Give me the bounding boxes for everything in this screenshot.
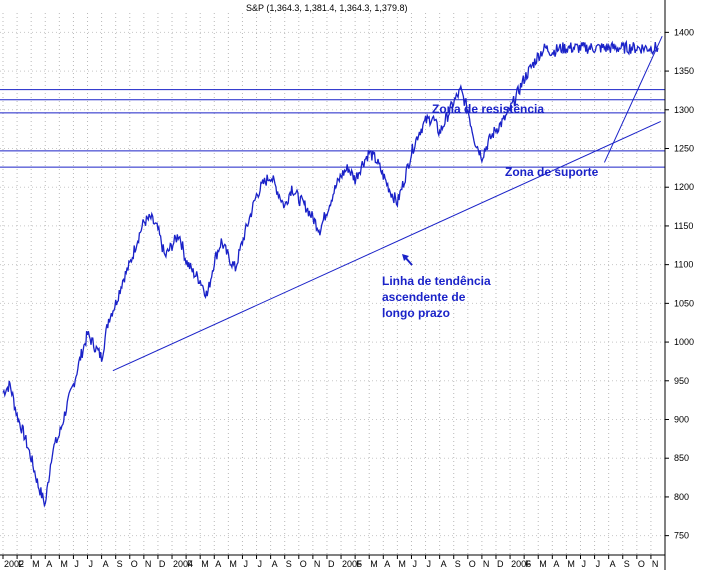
annotation-resistance-zone: Zona de resistência xyxy=(432,102,544,116)
x-tick-label: A xyxy=(384,559,390,569)
x-tick-label: J xyxy=(89,559,94,569)
annotation-trendline-1: Linha de tendência xyxy=(382,274,491,288)
x-tick-label: J xyxy=(258,559,263,569)
y-tick-label: 1250 xyxy=(674,144,694,154)
y-tick-label: 1300 xyxy=(674,105,694,115)
x-tick-label: A xyxy=(553,559,559,569)
price-line xyxy=(2,39,659,508)
x-tick-label: F xyxy=(525,559,531,569)
x-tick-label: M xyxy=(370,559,378,569)
grid-lines xyxy=(0,13,665,555)
x-tick-label: O xyxy=(638,559,645,569)
annotation-trendline-3: longo prazo xyxy=(382,306,450,320)
x-tick-label: A xyxy=(103,559,109,569)
y-tick-label: 800 xyxy=(674,492,689,502)
y-tick-label: 950 xyxy=(674,376,689,386)
x-tick-label: D xyxy=(159,559,166,569)
trend-line xyxy=(112,120,661,372)
x-tick-label: A xyxy=(610,559,616,569)
x-tick-label: 2004 xyxy=(173,559,193,569)
x-tick-label: M xyxy=(567,559,575,569)
x-tick-label: 2006 xyxy=(511,559,531,569)
y-tick-label: 1400 xyxy=(674,27,694,37)
x-tick-label: F xyxy=(18,559,24,569)
x-tick-label: D xyxy=(497,559,504,569)
x-tick-label: J xyxy=(412,559,417,569)
price-series xyxy=(2,39,659,508)
y-tick-label: 1150 xyxy=(674,221,693,231)
trend-line xyxy=(603,36,663,163)
y-tick-label: 1050 xyxy=(674,298,694,308)
x-tick-label: M xyxy=(398,559,406,569)
x-tick-label: O xyxy=(300,559,307,569)
x-tick-label: N xyxy=(652,559,659,569)
x-tick-label: 2005 xyxy=(342,559,362,569)
annotation-trendline-2: ascendente de xyxy=(382,290,466,304)
x-tick-label: F xyxy=(356,559,362,569)
x-tick-label: S xyxy=(624,559,630,569)
x-tick-label: M xyxy=(539,559,547,569)
x-tick-label: M xyxy=(229,559,237,569)
x-tick-label: M xyxy=(32,559,40,569)
x-tick-label: A xyxy=(441,559,447,569)
x-tick-label: A xyxy=(272,559,278,569)
x-tick-label: D xyxy=(328,559,335,569)
x-tick-label: J xyxy=(581,559,586,569)
y-axis-ticks: 750 800 850 900 950 1000 1050 1100 1150 1200 1250 1… xyxy=(665,27,694,541)
x-tick-label: A xyxy=(215,559,221,569)
y-tick-label: 850 xyxy=(674,453,689,463)
x-tick-label: N xyxy=(145,559,152,569)
trend-lines xyxy=(112,36,663,372)
annotation-support-zone: Zona de suporte xyxy=(505,165,599,179)
y-tick-label: 900 xyxy=(674,415,689,425)
x-tick-label: M xyxy=(60,559,67,569)
plot-frame xyxy=(0,0,666,570)
x-tick-label: M xyxy=(201,559,209,569)
y-tick-label: 1100 xyxy=(674,260,693,270)
x-tick-label: S xyxy=(117,559,123,569)
x-tick-label: J xyxy=(74,559,79,569)
y-tick-label: 1350 xyxy=(674,66,694,76)
x-tick-label: O xyxy=(469,559,476,569)
zone-lines xyxy=(0,89,665,168)
y-tick-label: 1000 xyxy=(674,337,694,347)
x-tick-label: N xyxy=(314,559,321,569)
x-tick-label: 2002 xyxy=(4,559,24,569)
x-tick-label: A xyxy=(46,559,52,569)
x-tick-label: S xyxy=(455,559,461,569)
x-tick-label: J xyxy=(427,559,432,569)
x-tick-label: S xyxy=(286,559,292,569)
x-tick-label: N xyxy=(483,559,490,569)
arrow-icon xyxy=(402,254,413,266)
x-tick-label: J xyxy=(596,559,601,569)
x-tick-label: J xyxy=(243,559,248,569)
chart-title: S&P (1,364.3, 1,381.4, 1,364.3, 1,379.8) xyxy=(246,3,407,13)
y-tick-label: 750 xyxy=(674,531,689,541)
x-tick-label: F xyxy=(187,559,193,569)
y-tick-label: 1200 xyxy=(674,182,694,192)
x-tick-label: O xyxy=(131,559,138,569)
